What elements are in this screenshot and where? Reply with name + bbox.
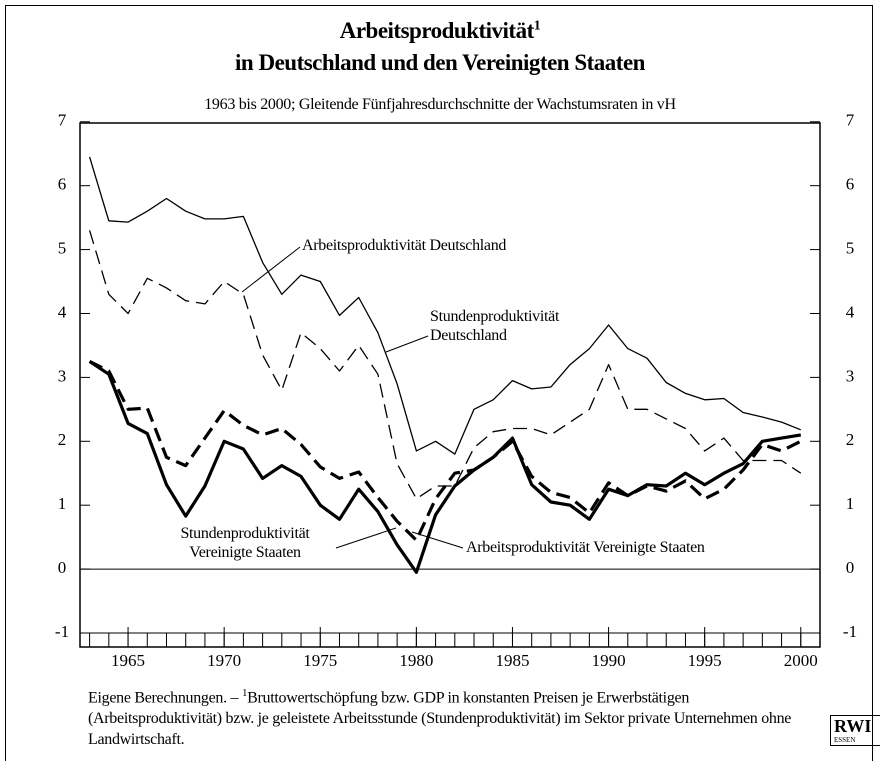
y-tick-label: 7 xyxy=(846,111,855,130)
footnote-marker: 1 xyxy=(241,687,248,699)
y-tick-label: 4 xyxy=(58,302,67,321)
chart-title: in Deutschland und den Vereinigten Staat… xyxy=(235,50,645,75)
leader-line xyxy=(411,531,464,549)
frame xyxy=(5,5,873,761)
footnote: Eigene Berechnungen. – 1Bruttowertschöpf… xyxy=(88,683,798,750)
title-marker: 1 xyxy=(533,18,541,34)
x-tick-label: 1985 xyxy=(495,651,529,670)
y-tick-label: 0 xyxy=(846,558,855,577)
y-tick-label: -1 xyxy=(843,622,857,641)
chart-title: Arbeitsproduktivität1 xyxy=(0,18,880,44)
subtitle: 1963 bis 2000; Gleitende Fünfjahresdurch… xyxy=(204,96,676,113)
x-tick-label: 1970 xyxy=(207,651,241,670)
series-line xyxy=(88,230,802,500)
y-tick-label: 6 xyxy=(58,175,67,194)
x-tick-label: 1965 xyxy=(111,651,145,670)
y-tick-label: 5 xyxy=(846,238,855,257)
footnote-prefix: Eigene Berechnungen. – xyxy=(88,689,239,707)
y-tick-label: -1 xyxy=(55,622,69,641)
logo: RWI ESSEN xyxy=(830,715,880,746)
series-label: Stundenproduktivität Vereinigte Staaten xyxy=(180,525,310,561)
y-tick-label: 4 xyxy=(846,302,855,321)
y-tick-label: 6 xyxy=(846,175,855,194)
series-label: Stundenproduktivität Deutschland xyxy=(430,308,560,344)
series-line xyxy=(88,156,802,455)
y-tick-label: 5 xyxy=(58,238,67,257)
y-tick-label: 3 xyxy=(58,366,67,385)
y-tick-label: 2 xyxy=(58,430,67,449)
x-tick-label: 2000 xyxy=(784,651,818,670)
y-tick-label: 1 xyxy=(58,494,67,513)
leader-line xyxy=(241,246,301,293)
series-label: Arbeitsproduktivität Deutschland xyxy=(302,237,507,254)
series-line xyxy=(88,359,802,542)
y-tick-label: 2 xyxy=(846,430,855,449)
plot-frame xyxy=(79,122,821,648)
y-tick-label: 7 xyxy=(58,111,67,130)
y-tick-label: 1 xyxy=(846,494,855,513)
title-line: Arbeitsproduktivität xyxy=(339,18,535,43)
series-label: Arbeitsproduktivität Vereinigte Staaten xyxy=(466,539,705,556)
logo-text: ESSEN xyxy=(834,736,856,744)
leader-line xyxy=(385,335,429,353)
logo-text: RWI xyxy=(834,716,872,736)
x-tick-label: 1995 xyxy=(688,651,722,670)
y-tick-label: 3 xyxy=(846,366,855,385)
series-line xyxy=(88,360,802,574)
x-tick-label: 1990 xyxy=(592,651,626,670)
y-tick-label: 0 xyxy=(58,558,67,577)
footnote-text: Bruttowertschöpfung bzw. GDP in konstant… xyxy=(88,689,792,749)
x-tick-label: 1975 xyxy=(303,651,337,670)
x-tick-label: 1980 xyxy=(399,651,433,670)
leader-line xyxy=(335,527,397,549)
